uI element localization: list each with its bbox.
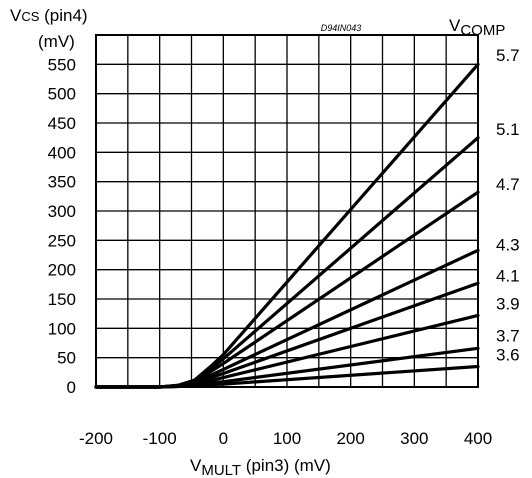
y-tick-label: 0 (67, 378, 76, 397)
x-tick-label: 100 (273, 429, 301, 448)
x-tick-labels: -200 -100 0 100 200 300 400 (79, 429, 492, 448)
y-tick-label: 200 (48, 261, 76, 280)
series-label: 4.1 (496, 267, 520, 286)
series-line (94, 364, 480, 389)
series-label: 3.7 (496, 326, 520, 345)
y-tick-label: 300 (48, 202, 76, 221)
series-labels: 5.7 5.1 4.7 4.3 4.1 3.9 3.73.6 (496, 46, 520, 365)
chart-grid (95, 34, 479, 388)
y-tick-label: 350 (48, 173, 76, 192)
y-axis-unit: (mV) (38, 32, 75, 51)
y-tick-label: 400 (48, 143, 76, 162)
series-label: 4.3 (496, 235, 520, 254)
y-axis-title: VCS (pin4) (10, 6, 88, 25)
y-tick-label: 500 (48, 85, 76, 104)
y-tick-label: 550 (48, 55, 76, 74)
y-tick-label: 450 (48, 114, 76, 133)
series-label: 5.1 (496, 120, 520, 139)
x-tick-label: -200 (79, 429, 113, 448)
series-title: VCOMP (449, 16, 505, 39)
x-axis-title: VMULT (pin3) (mV) (190, 456, 331, 478)
figure-code: D94IN043 (321, 23, 362, 33)
series-label: 5.7 (496, 46, 520, 65)
y-tick-label: 250 (48, 231, 76, 250)
x-tick-label: -100 (143, 429, 177, 448)
x-tick-label: 200 (336, 429, 364, 448)
x-tick-label: 0 (219, 429, 228, 448)
series-label: 4.7 (496, 175, 520, 194)
y-tick-label: 100 (48, 319, 76, 338)
x-tick-label: 300 (400, 429, 428, 448)
series-label: 3.9 (496, 295, 520, 314)
y-tick-label: 150 (48, 290, 76, 309)
y-tick-labels: 0 50 100 150 200 250 300 350 400 450 500 550 (48, 55, 76, 397)
x-tick-label: 400 (464, 429, 492, 448)
chart-series-lines (94, 62, 480, 389)
series-label: 3.6 (496, 346, 520, 365)
y-tick-label: 50 (57, 349, 76, 368)
